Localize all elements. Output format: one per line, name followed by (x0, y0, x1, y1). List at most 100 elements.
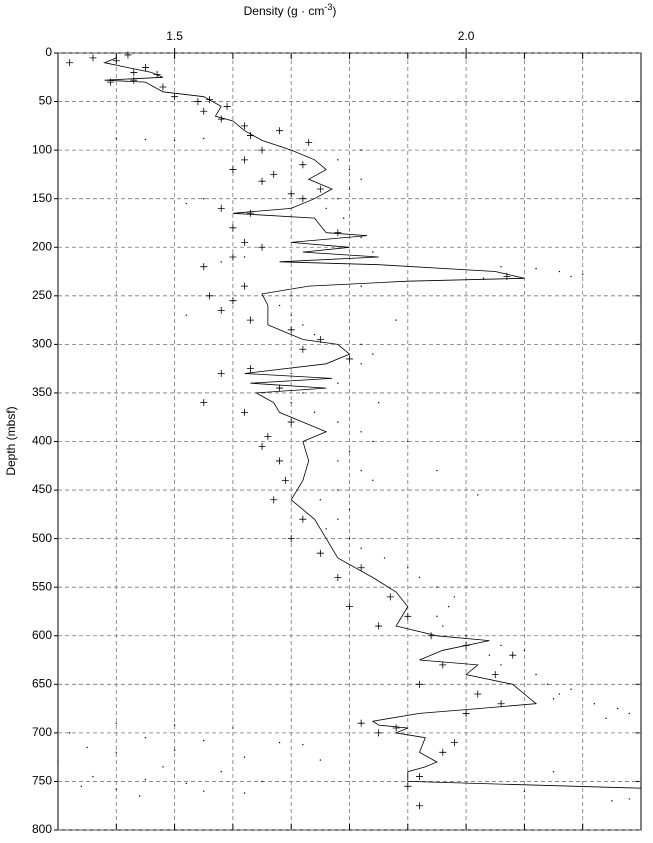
dot-marker (185, 202, 187, 205)
dot-marker (348, 168, 351, 171)
plus-marker (386, 593, 394, 601)
dot-marker (372, 251, 374, 253)
dot-marker (500, 644, 502, 647)
y-tick-label: 300 (32, 337, 52, 351)
dot-marker (302, 324, 304, 326)
plus-marker (246, 316, 254, 324)
dot-marker (500, 664, 502, 666)
dot-marker (442, 625, 444, 627)
dot-marker (290, 401, 292, 404)
dot-marker (313, 333, 316, 336)
dot-marker (261, 780, 263, 783)
plus-marker (264, 433, 272, 441)
y-tick-label: 50 (39, 94, 53, 108)
dot-marker (220, 771, 222, 773)
dot-marker (523, 790, 526, 792)
plus-marker (497, 700, 505, 708)
plus-marker (450, 739, 458, 747)
plus-marker (270, 496, 278, 504)
plus-marker (427, 632, 435, 640)
dot-marker (611, 800, 613, 802)
dot-marker (203, 790, 205, 792)
dot-marker (348, 450, 351, 452)
dot-marker (407, 440, 409, 443)
plus-marker (130, 68, 138, 76)
x-tick-label: 1.5 (166, 29, 183, 43)
plus-marker (462, 641, 470, 649)
plus-marker (66, 59, 74, 67)
plus-marker (346, 355, 353, 363)
plus-marker (171, 93, 179, 101)
plus-marker (246, 209, 254, 217)
dot-marker (302, 392, 304, 394)
plus-marker (357, 564, 365, 572)
dot-marker (337, 382, 339, 384)
plus-marker (287, 190, 295, 198)
dot-marker (418, 576, 421, 579)
plus-marker (415, 802, 423, 810)
y-tick-label: 600 (32, 628, 52, 642)
dot-marker (278, 304, 281, 307)
dot-marker (203, 137, 205, 140)
plus-marker (217, 204, 225, 212)
y-tick-label: 800 (32, 822, 52, 836)
plus-marker (194, 98, 202, 106)
dot-marker (162, 766, 164, 768)
dot-marker (360, 547, 362, 550)
dot-marker (203, 739, 205, 742)
dot-marker (115, 788, 118, 790)
dot-marker (395, 319, 397, 321)
dot-marker (605, 717, 607, 720)
y-tick-label: 0 (45, 45, 52, 59)
dot-marker (360, 149, 362, 151)
dot-marker (348, 188, 351, 190)
plus-marker (334, 229, 342, 237)
dot-marker (86, 746, 88, 749)
x-axis-label: Density (g · cm-3) (244, 2, 337, 18)
plus-marker (281, 476, 289, 484)
plus-marker (276, 457, 284, 465)
dot-marker (337, 421, 339, 423)
dot-marker (138, 795, 141, 797)
y-tick-label: 200 (32, 239, 52, 253)
plus-marker (276, 384, 284, 392)
y-tick-label: 150 (32, 191, 52, 205)
plus-marker (258, 146, 266, 154)
dot-marker (523, 649, 526, 652)
dot-marker (337, 518, 339, 520)
y-tick-label: 350 (32, 385, 52, 399)
dot-marker (342, 217, 345, 219)
dot-marker (360, 285, 362, 287)
dot-marker (360, 236, 362, 239)
plus-marker (217, 306, 225, 314)
dot-marker (360, 722, 362, 724)
dot-marker (173, 139, 176, 142)
dot-marker (447, 605, 450, 608)
plus-marker (246, 132, 254, 140)
plus-marker (200, 263, 208, 271)
plus-marker (503, 272, 511, 280)
dot-marker (319, 499, 322, 501)
dot-marker (144, 138, 147, 141)
plus-marker (241, 156, 249, 164)
dot-marker (337, 489, 339, 491)
plus-marker (241, 122, 249, 130)
plus-marker (299, 195, 307, 203)
y-tick-label: 750 (32, 774, 52, 788)
dot-marker (290, 372, 292, 375)
plus-marker (223, 102, 231, 110)
plus-marker (217, 370, 225, 378)
plus-marker (439, 748, 447, 756)
plus-marker (334, 573, 342, 581)
plus-marker (141, 64, 149, 72)
dot-marker (360, 431, 362, 433)
plus-marker (258, 177, 266, 185)
plus-marker (153, 70, 161, 78)
plus-marker (229, 224, 237, 232)
dot-marker (360, 178, 362, 180)
y-axis-label: Depth (mbsf) (4, 406, 18, 475)
plus-marker (206, 96, 214, 104)
dot-marker (115, 751, 118, 753)
plus-marker (474, 690, 482, 698)
